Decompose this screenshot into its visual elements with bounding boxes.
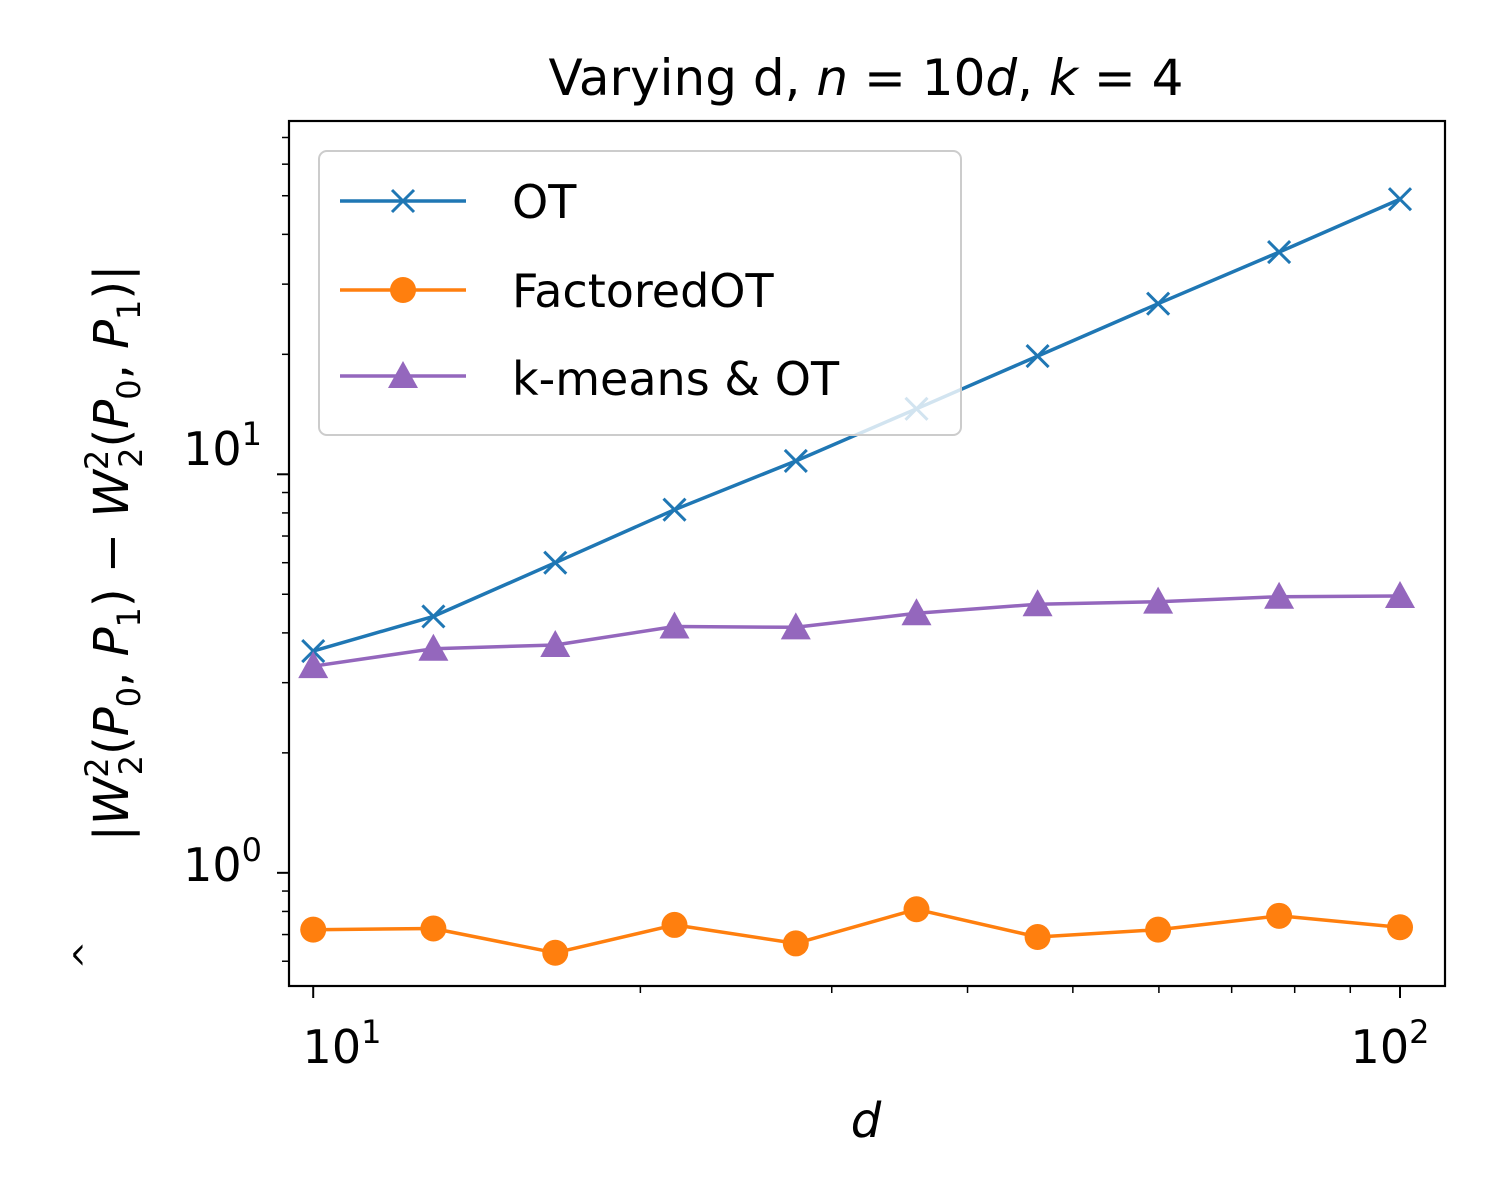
point-factoredot-5 [903, 896, 930, 923]
svg-text:FactoredOT: FactoredOT [512, 264, 775, 318]
point-factoredot-2 [542, 939, 569, 966]
series-line-k-means-ot [312, 594, 1401, 668]
series-line-factoredot [313, 907, 1401, 955]
y-tick-label-10: 101 [183, 415, 262, 476]
point-k-means-ot-8 [1264, 581, 1295, 609]
point-factoredot-0 [300, 916, 327, 943]
point-ot-2 [543, 550, 568, 575]
legend-marker-factoredot [390, 277, 416, 303]
point-k-means-ot-5 [901, 598, 932, 626]
y-tick-label-1: 100 [183, 831, 262, 892]
axes-frame [287, 119, 1447, 988]
series-factoredot [300, 896, 1414, 966]
point-factoredot-9 [1387, 914, 1414, 941]
point-ot-7 [1146, 291, 1171, 316]
point-ot-3 [662, 497, 687, 522]
point-ot-0 [301, 639, 326, 664]
series-layer [298, 187, 1416, 966]
legend-marker-kmeans-ot [388, 361, 418, 388]
point-k-means-ot-9 [1385, 580, 1416, 608]
point-k-means-ot-7 [1143, 586, 1174, 614]
point-ot-6 [1025, 344, 1050, 369]
point-ot-1 [421, 604, 446, 629]
point-factoredot-4 [782, 930, 809, 957]
point-ot-4 [783, 448, 808, 474]
legend-item-ot: OT [340, 175, 577, 229]
legend-item-factoredot: FactoredOT [340, 264, 775, 318]
legend-item-kmeans-ot: k-means & OT [340, 352, 840, 406]
point-factoredot-8 [1266, 902, 1293, 929]
point-factoredot-6 [1024, 924, 1051, 951]
point-k-means-ot-1 [418, 633, 449, 661]
point-k-means-ot-0 [298, 651, 329, 679]
legend-marker-ot [390, 188, 416, 214]
point-factoredot-1 [420, 915, 447, 942]
legend-symbol-k-means-ot [388, 361, 418, 388]
tick-layer [277, 136, 1402, 998]
point-ot-8 [1267, 240, 1292, 265]
series-k-means-ot [298, 580, 1416, 679]
legend-symbol-ot [390, 188, 416, 214]
x-tick-label-10: 101 [303, 1013, 382, 1074]
point-k-means-ot-6 [1022, 589, 1053, 617]
svg-text:OT: OT [512, 175, 577, 229]
chart-title: Varying d, n = 10d, k = 4 [549, 49, 1184, 107]
y-axis-label: |W22(P0, P1) − W22(P0, P1)| ^ [67, 265, 150, 970]
svg-text:|W22(P0, P1) − W22(P0, P1)|: |W22(P0, P1) − W22(P0, P1)| [78, 265, 150, 842]
legend: OT FactoredOT k-means & OT [318, 150, 962, 436]
x-tick-label-100: 102 [1351, 1013, 1430, 1074]
x-axis-label: d [851, 1093, 882, 1149]
point-factoredot-7 [1145, 916, 1172, 943]
legend-frame [318, 150, 962, 436]
svg-text:^: ^ [67, 941, 107, 970]
point-factoredot-3 [661, 911, 688, 938]
svg-text:k-means & OT: k-means & OT [512, 352, 840, 406]
point-k-means-ot-2 [540, 629, 571, 657]
point-ot-9 [1387, 187, 1413, 212]
point-k-means-ot-4 [780, 612, 811, 640]
legend-symbol-factoredot [390, 277, 416, 303]
point-k-means-ot-3 [659, 611, 690, 639]
